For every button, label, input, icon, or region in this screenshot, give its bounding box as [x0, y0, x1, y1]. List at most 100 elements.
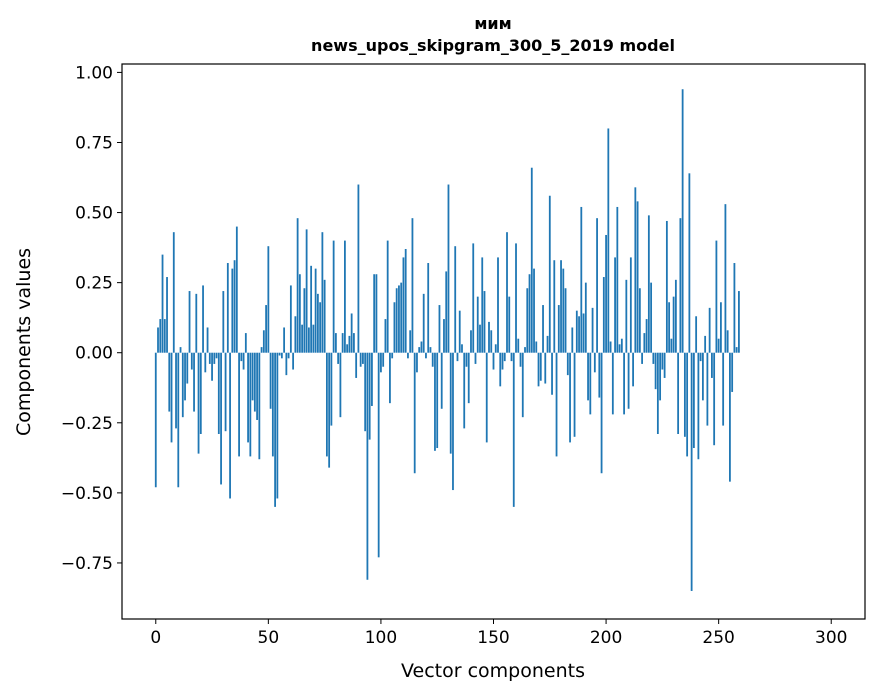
bar-46	[258, 352, 261, 460]
bar-181	[562, 268, 565, 353]
bar-123	[431, 352, 434, 367]
bar-178	[555, 352, 558, 457]
bar-134	[456, 352, 459, 362]
bar-151	[494, 344, 497, 353]
bar-97	[373, 274, 376, 353]
bar-200	[605, 234, 607, 353]
bar-213	[634, 187, 637, 353]
bar-203	[611, 352, 614, 415]
bar-122	[429, 347, 432, 353]
bar-92	[362, 352, 364, 364]
bar-22	[204, 352, 207, 373]
bar-116	[416, 352, 418, 373]
bar-163	[521, 352, 524, 418]
bar-3	[161, 254, 164, 353]
bar-236	[686, 352, 689, 457]
bar-205	[616, 206, 619, 353]
bar-255	[729, 352, 731, 482]
bar-169	[535, 341, 538, 353]
bar-82	[339, 352, 342, 418]
bar-73	[319, 302, 322, 353]
bar-249	[715, 240, 718, 353]
bar-89	[355, 352, 358, 378]
bar-244	[704, 335, 707, 353]
bar-175	[548, 195, 551, 353]
bar-43	[251, 352, 254, 401]
bar-40	[244, 333, 247, 353]
bar-34	[231, 268, 234, 353]
bar-8	[172, 232, 175, 353]
bar-25	[211, 352, 213, 381]
bar-248	[713, 352, 716, 446]
bar-78	[330, 352, 333, 426]
bar-142	[474, 352, 477, 364]
bar-109	[400, 282, 403, 353]
chart-title-line2: news_upos_skipgram_300_5_2019 model	[311, 36, 675, 55]
y-tick-label: 0.25	[75, 274, 113, 294]
bar-74	[321, 232, 324, 353]
bar-70	[312, 324, 315, 353]
bar-156	[506, 232, 508, 353]
x-tick-label: 250	[702, 628, 734, 648]
bar-153	[499, 352, 502, 387]
bar-35	[233, 260, 236, 353]
bar-60	[289, 285, 292, 353]
bar-71	[314, 268, 317, 353]
x-tick-label: 100	[365, 628, 397, 648]
bar-252	[722, 352, 725, 426]
bar-26	[213, 352, 216, 364]
bar-115	[413, 352, 416, 474]
bar-90	[357, 184, 360, 353]
bar-217	[643, 333, 646, 353]
bar-223	[656, 352, 659, 434]
bar-179	[557, 305, 560, 353]
y-tick-label: 0.75	[75, 133, 113, 153]
bar-198	[600, 352, 603, 474]
bar-91	[359, 352, 362, 367]
bar-247	[711, 352, 713, 378]
bar-7	[170, 352, 173, 443]
bar-251	[720, 302, 722, 353]
plot-frame	[121, 63, 866, 620]
bar-121	[427, 263, 430, 353]
bar-187	[575, 310, 578, 353]
bar-160	[515, 243, 517, 353]
bar-171	[539, 352, 542, 381]
bar-168	[533, 268, 535, 353]
bar-232	[677, 352, 680, 434]
bar-233	[679, 218, 682, 353]
bar-4	[163, 319, 166, 353]
bar-211	[629, 257, 632, 353]
bar-140	[470, 330, 472, 353]
bar-195	[593, 352, 596, 373]
bar-14	[186, 352, 189, 384]
y-tick-label: −0.75	[61, 554, 113, 574]
bar-227	[665, 220, 668, 353]
bar-9	[175, 352, 177, 429]
bar-119	[422, 293, 425, 353]
bar-206	[618, 344, 621, 353]
bar-226	[663, 352, 666, 378]
bar-193	[589, 352, 592, 415]
bar-237	[688, 173, 691, 353]
bar-215	[638, 288, 641, 353]
bar-192	[587, 352, 589, 401]
bar-239	[692, 352, 695, 449]
bar-209	[625, 279, 628, 353]
bar-72	[316, 293, 319, 353]
bar-117	[418, 347, 421, 353]
bar-256	[731, 352, 734, 392]
bar-138	[465, 352, 468, 367]
bar-208	[623, 352, 625, 415]
bar-235	[683, 352, 686, 437]
bar-214	[636, 201, 639, 353]
bar-146	[483, 291, 486, 353]
bar-112	[407, 352, 409, 359]
bar-207	[620, 338, 623, 353]
bar-104	[389, 352, 391, 404]
bar-154	[501, 352, 504, 370]
bar-12	[181, 352, 184, 418]
bar-50	[267, 246, 270, 353]
bar-136	[461, 344, 463, 353]
bar-17	[193, 352, 195, 412]
